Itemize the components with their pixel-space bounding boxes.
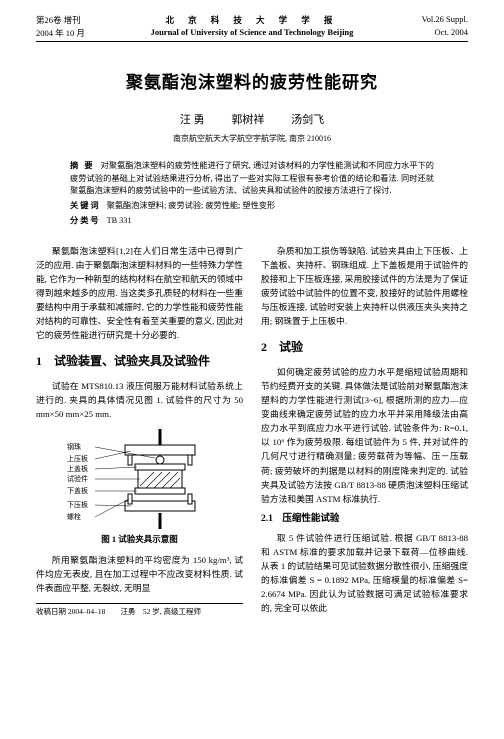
fig-label-uppercv: 上盖板	[67, 464, 88, 473]
body-columns: 聚氨酯泡沫塑料[1,2]在人们日常生活中已得到广泛的应用. 由于聚氨酯泡沫塑料材…	[36, 244, 468, 620]
hdr-center-cn: 北 京 科 技 大 学 学 报	[116, 14, 388, 26]
right-para-2: 如何确定疲劳试验的应力水平是缩短试验周期和节约经费开支的关键. 具体做法是试验前…	[261, 365, 468, 506]
left-column: 聚氨酯泡沫塑料[1,2]在人们日常生活中已得到广泛的应用. 由于聚氨酯泡沫塑料材…	[36, 244, 243, 620]
author-1: 汪 勇	[180, 114, 205, 126]
classno-text: TB 331	[107, 216, 132, 225]
classno-line: 分类号 TB 331	[70, 215, 434, 228]
hdr-center-en: Journal of University of Science and Tec…	[116, 27, 388, 39]
running-header: 第26卷 增刊 北 京 科 技 大 学 学 报 Vol.26 Suppl. 20…	[36, 14, 468, 42]
affiliation: 南京航空航天大学航空宇航学院, 南京 210016	[36, 133, 468, 144]
footnote-text: 收稿日期 2004–04–18 汪勇 52 岁, 高级工程师	[36, 607, 201, 616]
left-para-2: 试验在 MTS810.13 液压伺服万能材料试验系统上进行的. 夹具的具体情况见…	[36, 379, 243, 421]
author-line: 汪 勇 郭树祥 汤剑飞	[36, 111, 468, 127]
hdr-left-2: 2004 年 10 月	[36, 27, 116, 39]
hdr-right-1: Vol.26 Suppl.	[388, 14, 468, 26]
section-2-1-heading: 2.1 压缩性能试验	[261, 512, 468, 527]
hdr-right-2: Oct. 2004	[388, 27, 468, 39]
header-rule	[36, 41, 468, 42]
author-2: 郭树祥	[231, 114, 264, 126]
abstract-label: 摘 要	[70, 161, 95, 170]
fig-label-specimen: 试验件	[67, 474, 88, 483]
abstract-text: 摘 要 对聚氨酯泡沫塑料的疲劳性能进行了研究, 通过对该材料的力学性能测试和不同…	[70, 160, 434, 198]
fig-label-lowerpl: 下压板	[67, 500, 88, 509]
left-para-3: 所用聚氨酯泡沫塑料的平均密度为 150 kg/m³, 试件均应无表皮, 且在加工…	[36, 553, 243, 595]
author-3: 汤剑飞	[291, 114, 324, 126]
left-para-1: 聚氨酯泡沫塑料[1,2]在人们日常生活中已得到广泛的应用. 由于聚氨酯泡沫塑料材…	[36, 244, 243, 342]
keywords-line: 关键词 聚氨酯泡沫塑料; 疲劳试验; 疲劳性能; 塑性变形	[70, 200, 434, 213]
section-2-heading: 2 试验	[261, 338, 468, 357]
abstract-block: 摘 要 对聚氨酯泡沫塑料的疲劳性能进行了研究, 通过对该材料的力学性能测试和不同…	[70, 160, 434, 228]
right-para-1: 杂质和加工损伤等缺陷. 试验夹具由上下压板、上下盖板、夹持杆、钢珠组成. 上下盖…	[261, 244, 468, 328]
figure-1-caption: 图 1 试验夹具示意图	[36, 533, 243, 547]
hdr-left-1: 第26卷 增刊	[36, 14, 116, 26]
fig-label-bolt: 螺栓	[67, 512, 81, 521]
fig-label-upperpl: 上压板	[67, 454, 88, 463]
right-column: 杂质和加工损伤等缺陷. 试验夹具由上下压板、上下盖板、夹持杆、钢珠组成. 上下盖…	[261, 244, 468, 620]
fig-label-lowercv: 下盖板	[67, 486, 88, 495]
keywords-label: 关键词	[70, 201, 101, 210]
abstract-body: 对聚氨酯泡沫塑料的疲劳性能进行了研究, 通过对该材料的力学性能测试和不同应力水平…	[70, 161, 434, 195]
keywords-text: 聚氨酯泡沫塑料; 疲劳试验; 疲劳性能; 塑性变形	[107, 201, 276, 210]
classno-label: 分类号	[70, 216, 101, 225]
fig-label-ball: 钢珠	[67, 442, 81, 451]
paper-title: 聚氨酯泡沫塑料的疲劳性能研究	[36, 68, 468, 93]
figure-1: 钢珠 上压板 上盖板 试验件 下盖板 下压板 螺栓	[65, 429, 215, 529]
footnote: 收稿日期 2004–04–18 汪勇 52 岁, 高级工程师	[36, 603, 243, 618]
right-para-3: 取 5 件试验件进行压缩试验. 根据 GB/T 8813-88 和 ASTM 标…	[261, 531, 468, 615]
section-1-heading: 1 试验装置、试验夹具及试验件	[36, 352, 243, 371]
